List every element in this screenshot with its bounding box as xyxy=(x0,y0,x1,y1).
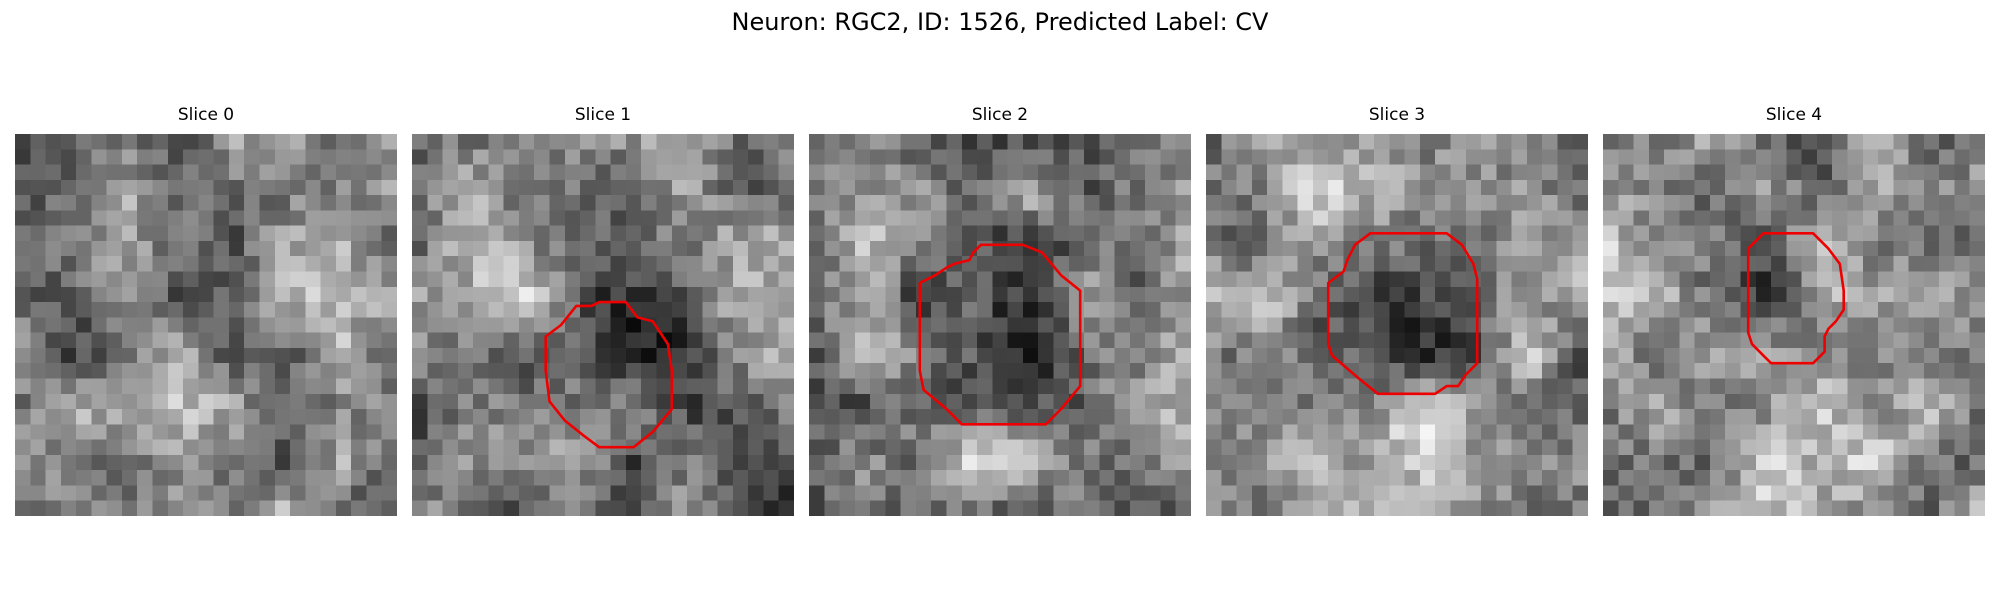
slice-title: Slice 1 xyxy=(574,105,632,125)
figure-title: Neuron: RGC2, ID: 1526, Predicted Label:… xyxy=(731,8,1269,36)
slice-raster xyxy=(412,134,794,516)
roi-contour xyxy=(544,300,674,449)
slice-image xyxy=(1603,134,1985,516)
slice-title: Slice 4 xyxy=(1765,105,1823,125)
slice-raster xyxy=(1603,134,1985,516)
roi-contour xyxy=(1326,232,1479,396)
slice-image xyxy=(809,134,1191,516)
slice-title: Slice 0 xyxy=(177,105,235,125)
slice-title: Slice 3 xyxy=(1368,105,1426,125)
slice-image xyxy=(15,134,397,516)
slice-raster xyxy=(15,134,397,516)
slice-image xyxy=(1206,134,1588,516)
slice-image xyxy=(412,134,794,516)
slice-title: Slice 2 xyxy=(971,105,1029,125)
roi-contour xyxy=(918,243,1082,426)
slice-raster xyxy=(1206,134,1588,516)
roi-contour xyxy=(1746,232,1845,365)
slice-raster xyxy=(809,134,1191,516)
